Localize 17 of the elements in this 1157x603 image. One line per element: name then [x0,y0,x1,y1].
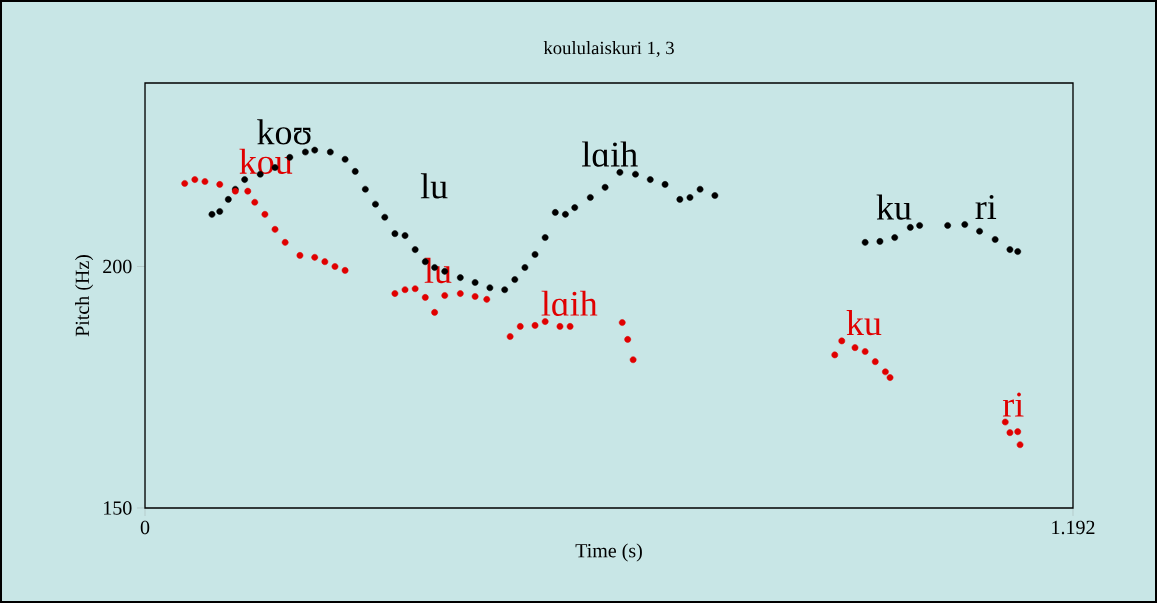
series-label: lu [424,257,452,284]
series-label: lɑih [541,290,598,316]
chart-title: koululaiskuri 1, 3 [543,41,674,57]
x-tick-label: 0 [140,520,150,535]
y-tick-label: 150 [104,501,132,515]
series-label: ri [1002,392,1024,417]
series-label: kou [239,148,293,174]
y-axis-title: Pitch (Hz) [75,255,94,337]
series-label: ri [975,195,997,219]
series-label: koʊ [257,119,311,145]
y-tick-label: 200 [103,259,132,274]
series-label: lɑih [582,141,638,167]
series-label: lu [420,173,448,199]
series-label: ku [876,194,912,220]
x-axis-title: Time (s) [575,543,642,562]
x-tick-label: 1.192 [1052,520,1095,535]
series-label: ku [846,309,882,336]
